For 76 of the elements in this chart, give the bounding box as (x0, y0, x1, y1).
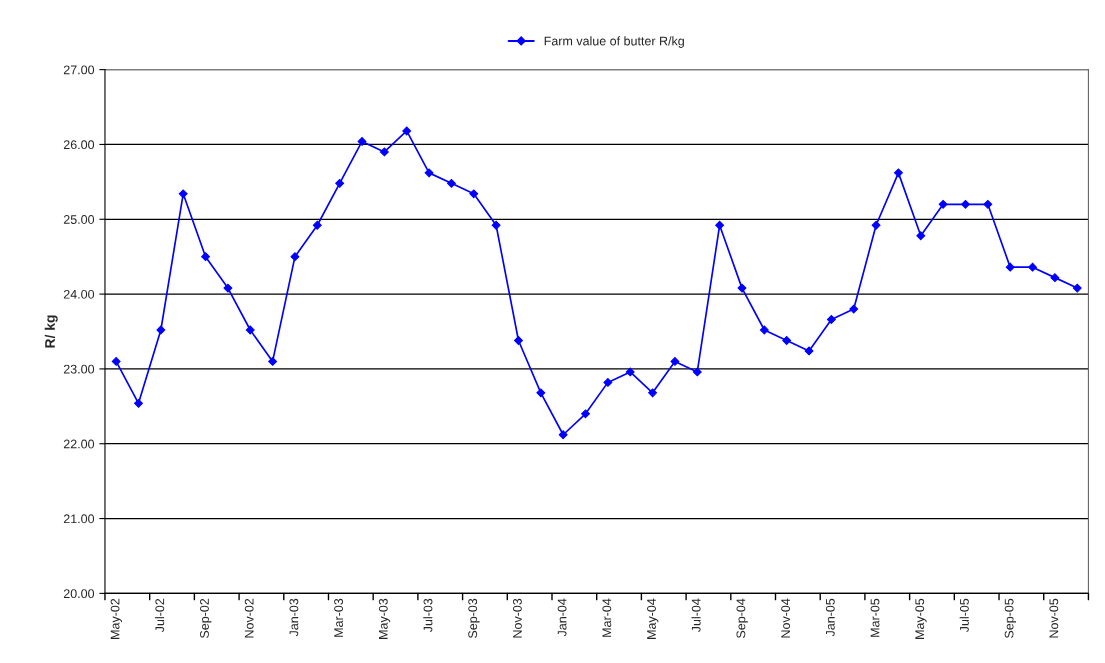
point (625, 367, 635, 377)
point (178, 189, 188, 199)
point (402, 126, 412, 136)
point (156, 325, 166, 335)
y-tick-label: 25.00 (63, 215, 95, 224)
point (893, 168, 903, 178)
y-tick-label: 23.00 (63, 364, 95, 374)
x-tick-label: Nov-02 (244, 598, 254, 638)
point (134, 398, 143, 408)
point (223, 283, 233, 293)
x-tick-label: Nov-05 (1049, 598, 1059, 638)
y-tick-label: 26.00 (63, 140, 95, 150)
legend-label: Farm value of butter R/kg (544, 36, 684, 48)
point (245, 325, 255, 335)
x-tick-label: Nov-04 (781, 598, 791, 638)
x-tick-label: May-04 (647, 598, 659, 639)
point (558, 430, 568, 440)
point (715, 220, 725, 230)
point (916, 231, 926, 241)
x-tick-label: Sep-02 (200, 598, 212, 638)
x-tick-label: Jan-04 (557, 598, 567, 637)
x-tick-label: Jan-03 (289, 598, 299, 637)
point (581, 409, 590, 419)
x-tick-label: May-02 (110, 598, 122, 639)
point (424, 168, 434, 178)
point (826, 315, 836, 324)
x-tick-label: Jul-02 (155, 598, 165, 633)
point (111, 356, 121, 366)
point (357, 137, 367, 146)
point (759, 325, 769, 335)
x-tick-label: Sep-05 (1004, 598, 1017, 638)
point (670, 356, 680, 366)
x-tick-label: Jan-05 (825, 598, 835, 637)
point (648, 388, 658, 398)
y-tick-label: 21.00 (63, 514, 95, 524)
y-tick-label: 24.00 (63, 289, 95, 299)
point (290, 252, 300, 262)
point (268, 356, 278, 366)
y-tick-label: 27.00 (63, 65, 95, 75)
point (379, 147, 389, 157)
point (782, 336, 792, 345)
x-tick-label: Nov-03 (512, 598, 522, 638)
point (1072, 283, 1082, 293)
x-tick-label: Mar-05 (870, 598, 880, 637)
x-tick-label: Mar-03 (334, 598, 344, 637)
point (312, 220, 322, 230)
x-tick-label: Jul-04 (691, 598, 701, 633)
x-tick-label: Mar-04 (602, 598, 612, 637)
x-tick-label: Sep-04 (736, 598, 748, 638)
point (961, 199, 970, 209)
point (335, 178, 345, 188)
point (446, 178, 456, 188)
x-tick-label: May-05 (915, 598, 927, 639)
y-tick-label: 20.00 (63, 589, 95, 599)
x-tick-label: Jul-03 (423, 598, 433, 633)
x-tick-label: May-03 (378, 598, 391, 639)
point (737, 283, 747, 293)
point (692, 367, 702, 377)
point (1005, 262, 1015, 272)
point (603, 377, 613, 387)
point (201, 252, 210, 262)
point (491, 220, 501, 230)
point (1028, 262, 1037, 272)
point (1050, 273, 1060, 283)
point (871, 220, 881, 230)
point (536, 388, 546, 398)
x-tick-label: Sep-03 (468, 598, 480, 638)
point (938, 199, 948, 209)
y-tick-label: 22.00 (63, 439, 95, 449)
point (804, 346, 814, 356)
point (514, 336, 523, 345)
point (983, 199, 993, 209)
point (849, 304, 859, 314)
x-tick-label: Jul-05 (959, 598, 969, 633)
point (469, 189, 479, 199)
y-axis-title: R/ kg (44, 315, 58, 348)
